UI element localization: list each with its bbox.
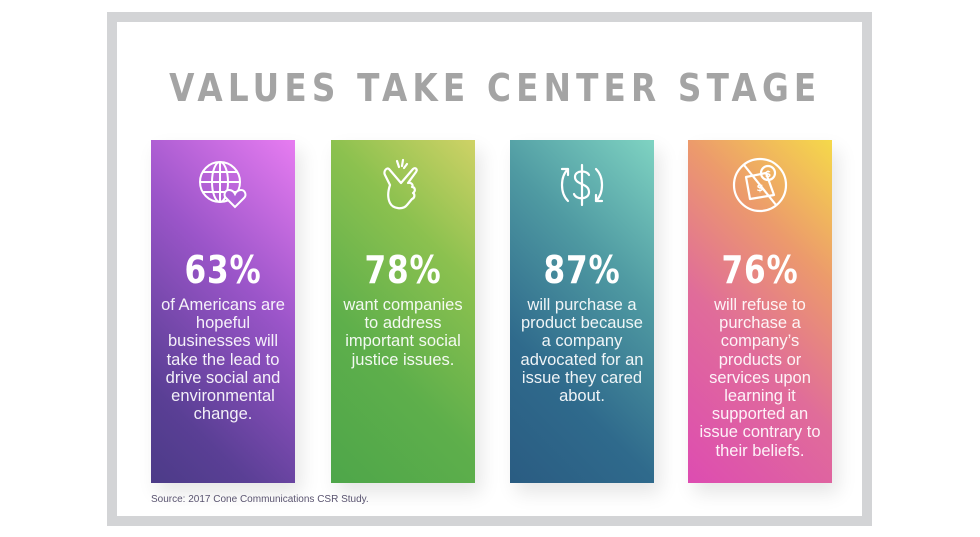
stat-card-78: 78% want companies to address important … (331, 140, 475, 483)
svg-text:$: $ (757, 183, 764, 194)
stat-card-63: 63% of Americans are hopeful businesses … (151, 140, 295, 483)
stat-description: of Americans are hopeful businesses will… (161, 296, 285, 424)
stat-percent: 87% (543, 248, 621, 292)
globe-heart-icon (193, 155, 253, 215)
stat-description: will purchase a product because a compan… (520, 296, 644, 406)
stat-description: will refuse to purchase a company’s prod… (699, 296, 821, 460)
stat-card-87: 87% will purchase a product because a co… (510, 140, 654, 483)
stat-percent: 63% (184, 248, 262, 292)
stat-description: want companies to address important soci… (343, 296, 463, 369)
source-citation: Source: 2017 Cone Communications CSR Stu… (151, 494, 369, 505)
no-money-icon: $ $ (730, 155, 790, 215)
svg-text:$: $ (765, 170, 771, 180)
stat-percent: 78% (364, 248, 442, 292)
finger-snap-icon (373, 155, 433, 215)
stat-card-76: $ $ 76% will refuse to purchase a compan… (688, 140, 832, 483)
stat-percent: 76% (721, 248, 799, 292)
infographic-title: VALUES TAKE CENTER STAGE (169, 66, 822, 110)
infographic-frame: VALUES TAKE CENTER STAGE 63% of American… (107, 12, 872, 526)
dollar-exchange-icon (552, 155, 612, 215)
